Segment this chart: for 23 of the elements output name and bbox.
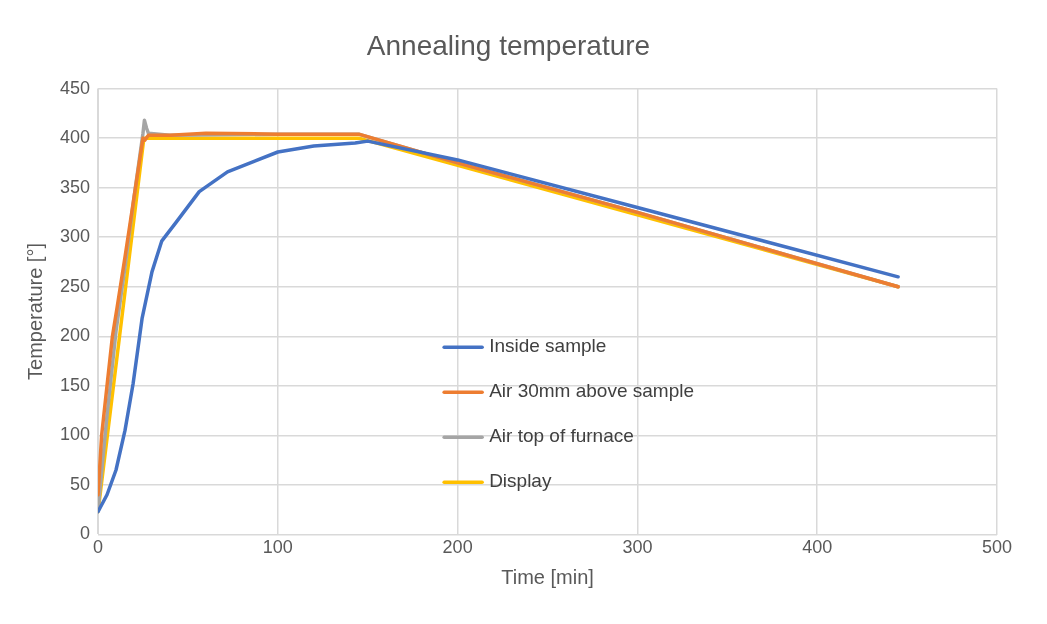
y-axis-title: Temperature [°] [23,243,46,380]
x-tick-label: 0 [93,537,104,558]
y-tick-label: 300 [59,226,91,247]
y-tick-label: 350 [59,176,91,197]
y-tick-label: 150 [59,374,91,395]
legend-label: Inside sample [489,335,607,357]
y-tick-label: 250 [59,275,91,296]
legend-label: Display [489,470,552,492]
legend-label: Air top of furnace [489,425,634,447]
y-tick-label: 200 [59,325,91,346]
y-tick-label: 0 [80,523,91,544]
legend-label: Air 30mm above sample [489,380,695,402]
x-tick-label: 300 [622,537,653,558]
x-tick-label: 200 [442,537,473,558]
x-axis-title: Time [min] [501,565,594,588]
y-tick-label: 450 [59,77,91,98]
x-tick-label: 400 [802,537,833,558]
x-tick-label: 500 [981,537,1013,558]
chart-title: Annealing temperature [366,29,651,61]
y-tick-label: 100 [59,424,91,445]
y-tick-label: 50 [70,473,91,494]
y-tick-label: 400 [59,127,91,148]
x-tick-label: 100 [262,537,293,558]
